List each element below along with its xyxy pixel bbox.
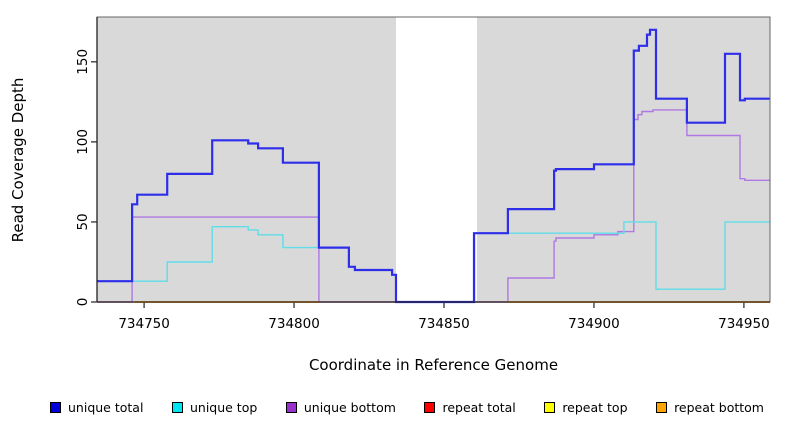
legend-label-repeat-bottom: repeat bottom bbox=[674, 400, 764, 415]
y-tick-label: 0 bbox=[75, 298, 91, 307]
x-tick-label: 734750 bbox=[118, 316, 170, 332]
legend-label-repeat-total: repeat total bbox=[442, 400, 516, 415]
legend-swatch-repeat-top bbox=[544, 402, 556, 413]
coverage-gap-region bbox=[396, 17, 477, 302]
series-line-unique-total bbox=[97, 28, 770, 304]
legend-item-unique-total: unique total bbox=[50, 400, 143, 415]
legend-swatch-unique-bottom bbox=[285, 402, 297, 413]
legend-item-repeat-total: repeat total bbox=[424, 400, 516, 415]
legend-swatch-unique-total bbox=[50, 402, 61, 413]
coverage-plot: 734750 734800 734850 734900 734950 0 50 100 150 bbox=[75, 16, 771, 332]
legend-label-repeat-top: repeat top bbox=[562, 400, 628, 415]
legend-label-unique-top: unique top bbox=[189, 400, 258, 415]
x-tick-label: 734850 bbox=[418, 316, 470, 332]
legend-item-repeat-bottom: repeat bottom bbox=[656, 400, 764, 415]
legend-label-unique-total: unique total bbox=[68, 400, 144, 415]
x-tick-label: 734950 bbox=[718, 316, 770, 332]
legend-swatch-unique-top bbox=[171, 402, 183, 413]
x-axis-title: Coordinate in Reference Genome bbox=[308, 356, 559, 374]
legend-item-unique-top: unique top bbox=[171, 400, 258, 415]
legend-label-unique-bottom: unique bottom bbox=[303, 400, 396, 415]
y-tick-label: 100 bbox=[75, 129, 91, 155]
legend-item-unique-bottom: unique bottom bbox=[285, 400, 396, 415]
y-tick-label: 150 bbox=[75, 49, 91, 75]
legend-item-repeat-top: repeat top bbox=[544, 400, 628, 415]
legend-swatch-repeat-bottom bbox=[656, 402, 668, 413]
x-tick-label: 734800 bbox=[268, 316, 320, 332]
x-tick-label: 734900 bbox=[568, 316, 620, 332]
legend: unique total unique top unique bottom re… bbox=[50, 400, 764, 415]
y-tick-label: 50 bbox=[75, 213, 91, 230]
legend-swatch-repeat-total bbox=[424, 402, 436, 413]
